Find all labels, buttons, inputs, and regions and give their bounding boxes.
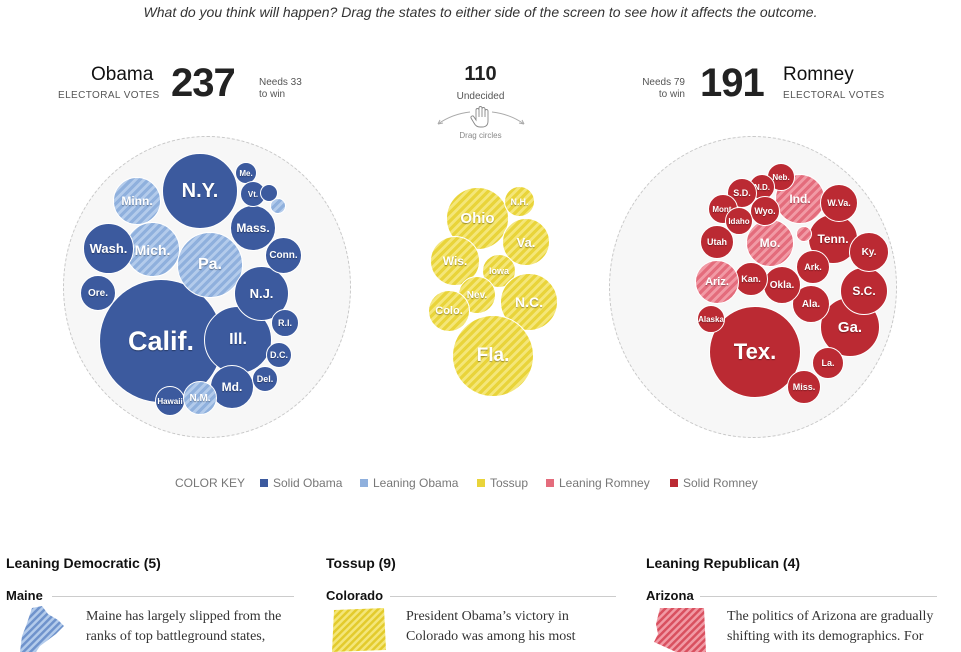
state-bubble-calif[interactable]: Calif. xyxy=(99,279,223,403)
undecided-count: 110 xyxy=(464,63,497,85)
state-bubble-nh[interactable]: N.H. xyxy=(504,186,535,217)
state-bubble-fla[interactable]: Fla. xyxy=(452,315,534,397)
section-text-maine-line1: Maine has largely slipped from the xyxy=(86,609,282,624)
color-key: COLOR KEY Solid Obama Leaning Obama Toss… xyxy=(0,476,961,490)
key-solid-romney: Solid Romney xyxy=(670,476,758,490)
obama-vote-count: 237 xyxy=(171,61,236,105)
state-bubble-minn[interactable]: Minn. xyxy=(113,177,161,225)
romney-needs-line2: to win xyxy=(658,89,685,100)
section-text-arizona-line2: shifting with its demographics. For xyxy=(727,629,924,644)
state-bubble-kan[interactable]: Kan. xyxy=(734,262,768,296)
state-bubble-ky[interactable]: Ky. xyxy=(849,232,889,272)
swatch-tossup xyxy=(477,479,485,487)
state-bubble-ark[interactable]: Ark. xyxy=(796,250,830,284)
section-text-colorado-line1: President Obama’s victory in xyxy=(406,609,569,624)
state-bubble-small-lean[interactable] xyxy=(270,198,286,214)
state-bubble-okla[interactable]: Okla. xyxy=(763,266,801,304)
section-heading-leaning-democratic: Leaning Democratic (5) xyxy=(6,555,161,571)
obama-needs-line2: to win xyxy=(259,89,286,100)
state-bubble-wash[interactable]: Wash. xyxy=(83,223,134,274)
drag-hand-icon xyxy=(437,106,525,128)
state-bubble-pa[interactable]: Pa. xyxy=(177,232,243,298)
section-text-arizona: The politics of Arizona are gradually sh… xyxy=(727,607,947,647)
key-tossup: Tossup xyxy=(477,476,528,490)
color-key-title: COLOR KEY xyxy=(175,476,246,490)
state-bubble-idaho[interactable]: Idaho xyxy=(725,207,753,235)
romney-name: Romney xyxy=(783,64,854,85)
state-bubble-utah[interactable]: Utah xyxy=(700,225,734,259)
obama-needs: Needs 33 to win xyxy=(259,77,302,101)
key-leaning-romney: Leaning Romney xyxy=(546,476,650,490)
section-state-maine[interactable]: Maine xyxy=(6,588,43,603)
section-divider xyxy=(390,596,616,597)
state-bubble-colo[interactable]: Colo. xyxy=(428,290,470,332)
swatch-solid-romney xyxy=(670,479,678,487)
obama-ev-label: ELECTORAL VOTES xyxy=(58,90,160,101)
section-text-maine: Maine has largely slipped from the ranks… xyxy=(86,607,286,647)
section-text-arizona-line1: The politics of Arizona are gradually xyxy=(727,609,934,624)
state-bubble-small-solid[interactable] xyxy=(260,184,278,202)
key-label-solid-obama: Solid Obama xyxy=(273,476,343,490)
section-state-arizona[interactable]: Arizona xyxy=(646,588,694,603)
state-bubble-sc[interactable]: S.C. xyxy=(840,267,888,315)
state-bubble-ill[interactable]: Ill. xyxy=(204,306,272,374)
state-bubble-nm[interactable]: N.M. xyxy=(183,381,217,415)
state-bubble-miss[interactable]: Miss. xyxy=(787,370,821,404)
romney-vote-count: 191 xyxy=(700,61,765,105)
swatch-leaning-obama xyxy=(360,479,368,487)
state-bubble-ore[interactable]: Ore. xyxy=(80,275,116,311)
section-text-colorado-line2: Colorado was among his most xyxy=(406,629,576,644)
state-bubble-mich[interactable]: Mich. xyxy=(125,222,180,277)
state-bubble-wyo[interactable]: Wyo. xyxy=(750,196,780,226)
state-bubble-ri[interactable]: R.I. xyxy=(271,309,299,337)
state-bubble-md[interactable]: Md. xyxy=(210,365,254,409)
romney-ev-label: ELECTORAL VOTES xyxy=(783,90,885,101)
state-bubble-la[interactable]: La. xyxy=(812,347,844,379)
state-bubble-mo[interactable]: Mo. xyxy=(746,219,794,267)
section-divider xyxy=(700,596,937,597)
state-bubble-small-lean-r[interactable] xyxy=(796,226,812,242)
section-heading-tossup: Tossup (9) xyxy=(326,555,396,571)
romney-needs: Needs 79 to win xyxy=(638,77,685,101)
key-label-leaning-romney: Leaning Romney xyxy=(559,476,650,490)
maine-shape-icon xyxy=(20,606,64,652)
state-bubble-alaska[interactable]: Alaska xyxy=(697,305,725,333)
instruction-text: What do you think will happen? Drag the … xyxy=(143,4,818,20)
state-bubble-dc[interactable]: D.C. xyxy=(266,342,292,368)
obama-needs-line1: Needs 33 xyxy=(259,77,302,88)
swatch-leaning-romney xyxy=(546,479,554,487)
state-bubble-ny[interactable]: N.Y. xyxy=(162,153,238,229)
obama-name: Obama xyxy=(91,64,154,85)
key-label-tossup: Tossup xyxy=(490,476,529,490)
section-state-colorado[interactable]: Colorado xyxy=(326,588,384,603)
key-label-solid-romney: Solid Romney xyxy=(683,476,758,490)
state-bubble-hawaii[interactable]: Hawaii xyxy=(155,386,185,416)
state-bubble-wis[interactable]: Wis. xyxy=(430,236,480,286)
state-bubble-conn[interactable]: Conn. xyxy=(265,237,302,274)
section-text-colorado: President Obama’s victory in Colorado wa… xyxy=(406,607,606,647)
section-heading-leaning-republican: Leaning Republican (4) xyxy=(646,555,801,571)
state-bubble-ariz[interactable]: Ariz. xyxy=(695,260,739,304)
section-divider xyxy=(52,596,294,597)
key-label-leaning-obama: Leaning Obama xyxy=(373,476,459,490)
state-bubble-del[interactable]: Del. xyxy=(252,366,278,392)
colorado-shape-icon xyxy=(332,608,386,652)
drag-circles-label: Drag circles xyxy=(459,131,502,140)
undecided-label: Undecided xyxy=(456,91,505,102)
state-bubble-wva[interactable]: W.Va. xyxy=(820,184,858,222)
romney-needs-line1: Needs 79 xyxy=(642,77,685,88)
state-bubble-me[interactable]: Me. xyxy=(235,162,257,184)
key-leaning-obama: Leaning Obama xyxy=(360,476,458,490)
key-solid-obama: Solid Obama xyxy=(260,476,342,490)
swatch-solid-obama xyxy=(260,479,268,487)
section-text-maine-line2: ranks of top battleground states, xyxy=(86,629,266,644)
arizona-shape-icon xyxy=(654,608,706,652)
